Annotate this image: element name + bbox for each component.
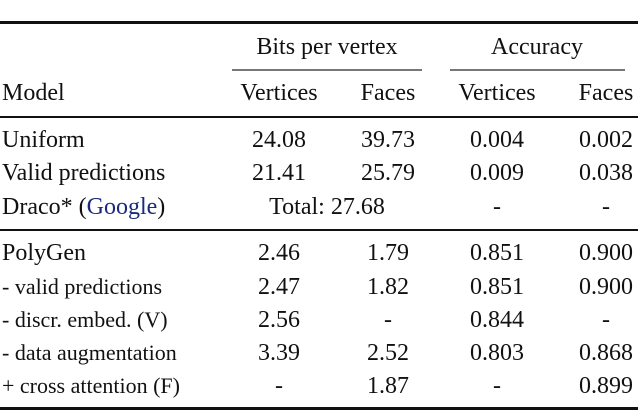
top-rule xyxy=(0,21,638,24)
col-header-acc-faces: Faces xyxy=(578,80,634,106)
section-rule xyxy=(0,229,638,231)
bits-vertices: 2.47 xyxy=(258,274,300,300)
model-name: - valid predictions xyxy=(2,274,163,299)
acc-vertices: - xyxy=(493,373,501,399)
col-header-bits-vertices: Vertices xyxy=(240,80,318,106)
bits-vertices: 3.39 xyxy=(258,340,300,366)
bits-vertices: 2.56 xyxy=(258,307,300,333)
cmidrule-accuracy xyxy=(450,69,625,71)
header-rule xyxy=(0,116,638,118)
bits-faces: 2.52 xyxy=(367,340,409,366)
bits-vertices: 24.08 xyxy=(252,127,306,153)
col-header-model: Model xyxy=(2,80,65,106)
acc-vertices: - xyxy=(493,194,501,220)
model-name: PolyGen xyxy=(2,240,86,266)
bits-vertices: 21.41 xyxy=(252,160,306,186)
acc-faces: 0.002 xyxy=(579,127,633,153)
group-header-accuracy: Accuracy xyxy=(491,34,583,60)
model-name: + cross attention (F) xyxy=(2,373,180,398)
bits-faces: 1.82 xyxy=(367,274,409,300)
cmidrule-bits xyxy=(232,69,422,71)
model-name: - data augmentation xyxy=(2,340,177,365)
clipped-caption xyxy=(0,0,260,6)
acc-vertices: 0.851 xyxy=(470,240,524,266)
bits-vertices: 2.46 xyxy=(258,240,300,266)
bits-faces: 1.79 xyxy=(367,240,409,266)
model-name: - discr. embed. (V) xyxy=(2,307,168,332)
bits-faces: 25.79 xyxy=(361,160,415,186)
bits-faces: 39.73 xyxy=(361,127,415,153)
bits-total: Total: 27.68 xyxy=(269,194,385,220)
model-name-prefix: Draco* ( xyxy=(2,194,87,220)
model-name: Uniform xyxy=(2,127,85,153)
acc-vertices: 0.803 xyxy=(470,340,524,366)
acc-faces: 0.900 xyxy=(579,240,633,266)
acc-vertices: 0.844 xyxy=(470,307,524,333)
model-name: Draco* (Google) xyxy=(2,193,165,221)
acc-faces: - xyxy=(602,307,610,333)
model-name: Valid predictions xyxy=(2,160,166,186)
bottom-rule xyxy=(0,407,638,410)
acc-vertices: 0.004 xyxy=(470,127,524,153)
acc-faces: 0.899 xyxy=(579,373,633,399)
col-header-bits-faces: Faces xyxy=(360,80,416,106)
acc-faces: 0.038 xyxy=(579,160,633,186)
acc-faces: 0.868 xyxy=(579,340,633,366)
acc-faces: - xyxy=(602,194,610,220)
bits-faces: - xyxy=(384,307,392,333)
google-link[interactable]: Google xyxy=(86,194,158,220)
col-header-acc-vertices: Vertices xyxy=(458,80,536,106)
bits-vertices: - xyxy=(275,373,283,399)
model-name-suffix: ) xyxy=(157,194,166,220)
group-header-bits: Bits per vertex xyxy=(256,34,398,60)
acc-faces: 0.900 xyxy=(579,274,633,300)
acc-vertices: 0.851 xyxy=(470,274,524,300)
acc-vertices: 0.009 xyxy=(470,160,524,186)
bits-faces: 1.87 xyxy=(367,373,409,399)
